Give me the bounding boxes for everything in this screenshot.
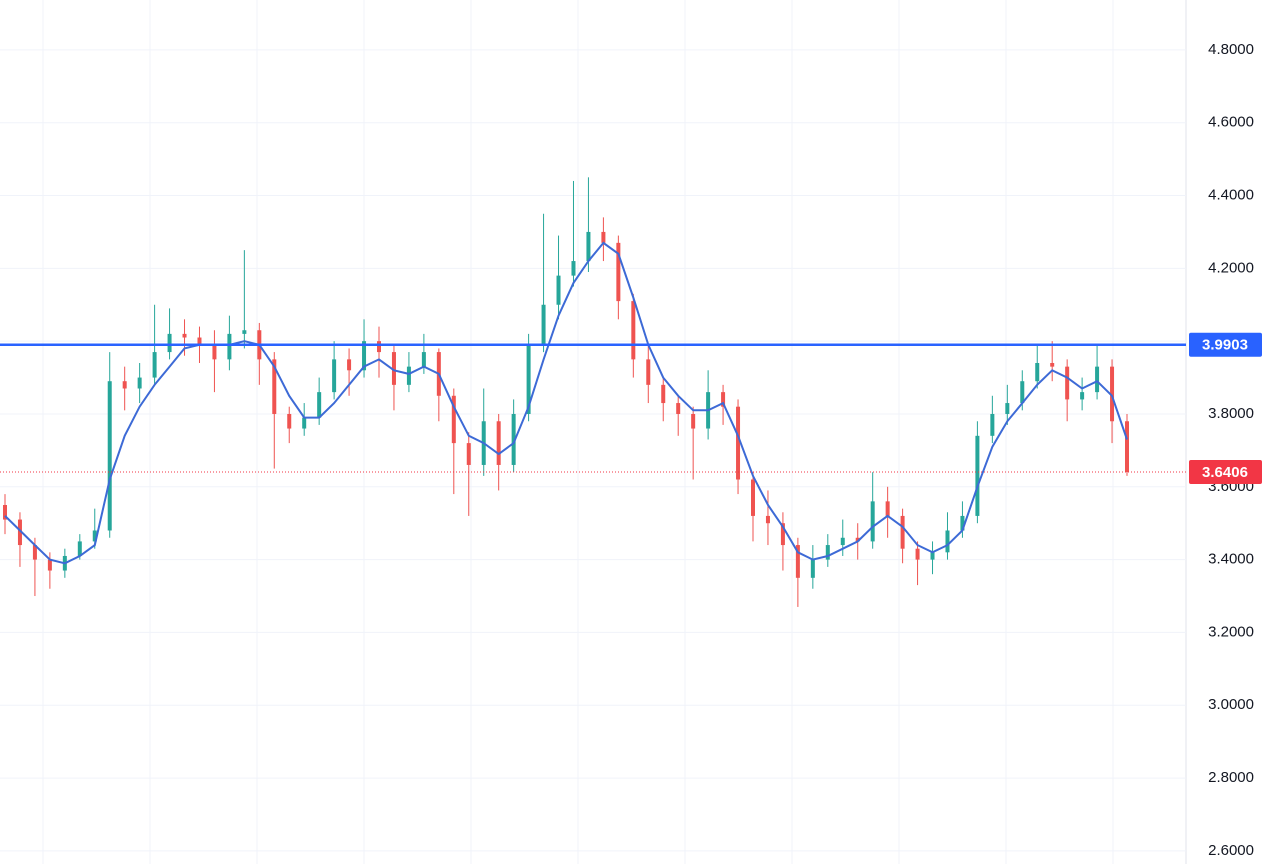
- candle-body: [242, 330, 247, 334]
- candle-body: [810, 559, 815, 578]
- candle-body: [795, 545, 800, 578]
- candle-body: [885, 501, 890, 516]
- candle-body: [1110, 366, 1115, 422]
- candle-body: [212, 344, 217, 360]
- candle-body: [511, 413, 516, 465]
- candle-body: [1035, 363, 1040, 382]
- candle-body: [975, 435, 980, 516]
- candle-body: [616, 242, 621, 302]
- candle-body: [526, 344, 531, 414]
- candle-body: [990, 413, 995, 436]
- candle-body: [167, 333, 172, 353]
- candle-body: [406, 366, 411, 385]
- candle-body: [1005, 403, 1010, 414]
- candle-body: [541, 304, 546, 345]
- candle-body: [825, 545, 830, 560]
- candle-body: [586, 231, 591, 262]
- candle-body: [900, 515, 905, 549]
- candle-body: [1050, 363, 1055, 367]
- candle-body: [122, 381, 127, 389]
- y-tick-label: 2.6000: [1208, 842, 1254, 859]
- candle-body: [182, 333, 187, 338]
- candle-body: [137, 377, 142, 389]
- candle-body: [556, 275, 561, 305]
- candle-body: [840, 537, 845, 546]
- candle-body: [302, 417, 307, 429]
- candle-body: [1125, 421, 1129, 473]
- candle-body: [317, 392, 322, 418]
- candle-body: [1080, 392, 1085, 400]
- candle-body: [915, 548, 920, 560]
- candle-body: [601, 231, 606, 243]
- y-tick-label: 4.8000: [1208, 41, 1254, 58]
- hline-price-label-bg: [1189, 332, 1262, 357]
- candle-body: [1065, 366, 1070, 400]
- y-tick-label: 3.2000: [1208, 623, 1254, 640]
- candle-body: [391, 352, 396, 385]
- candle-body: [661, 384, 666, 404]
- y-tick-label: 2.8000: [1208, 769, 1254, 786]
- candle-body: [721, 392, 726, 407]
- time-grid: [42, 0, 1114, 864]
- candle-body: [571, 261, 576, 276]
- candle-body: [496, 421, 501, 465]
- candle-body: [362, 341, 367, 371]
- hline-price-label: 3.9903: [1202, 337, 1248, 354]
- candle-body: [631, 301, 636, 360]
- candle-body: [77, 541, 82, 556]
- candle-body: [691, 413, 696, 429]
- last-price-label: 3.6406: [1202, 464, 1248, 481]
- candle-body: [197, 337, 202, 345]
- candle-body: [451, 395, 456, 444]
- candle-body: [92, 530, 97, 542]
- candle-body: [676, 403, 681, 414]
- candle-body: [466, 443, 471, 465]
- candle-body: [152, 352, 157, 378]
- candle-body: [332, 359, 337, 393]
- last-price-label-bg: [1189, 460, 1262, 485]
- y-tick-label: 3.0000: [1208, 696, 1254, 713]
- y-tick-label: 3.4000: [1208, 551, 1254, 568]
- candle-body: [3, 505, 7, 520]
- candle-body: [17, 519, 22, 546]
- candle-body: [47, 559, 52, 571]
- candle-body: [1020, 381, 1025, 404]
- moving-average: [4, 241, 1128, 565]
- candle-body: [855, 537, 860, 542]
- candle-body: [227, 333, 232, 360]
- y-tick-label: 3.8000: [1208, 405, 1254, 422]
- y-tick-label: 4.2000: [1208, 259, 1254, 276]
- candle-body: [1095, 366, 1100, 393]
- candle-body: [945, 530, 950, 553]
- candle-body: [646, 359, 651, 385]
- candle-body: [930, 552, 935, 560]
- candle-body: [32, 545, 37, 560]
- candle-body: [107, 381, 112, 531]
- candle-body: [751, 479, 755, 516]
- candle-body: [960, 515, 965, 531]
- candle-body: [780, 523, 785, 546]
- y-tick-label: 4.6000: [1208, 114, 1254, 131]
- candle-body: [870, 501, 875, 542]
- candle-body: [421, 352, 426, 367]
- y-tick-label: 4.4000: [1208, 186, 1254, 203]
- candle-body: [272, 359, 277, 414]
- candle-body: [377, 341, 381, 353]
- candle-body: [347, 359, 352, 371]
- candle-body: [765, 515, 770, 524]
- candle-body: [736, 406, 741, 480]
- candle-body: [287, 413, 292, 429]
